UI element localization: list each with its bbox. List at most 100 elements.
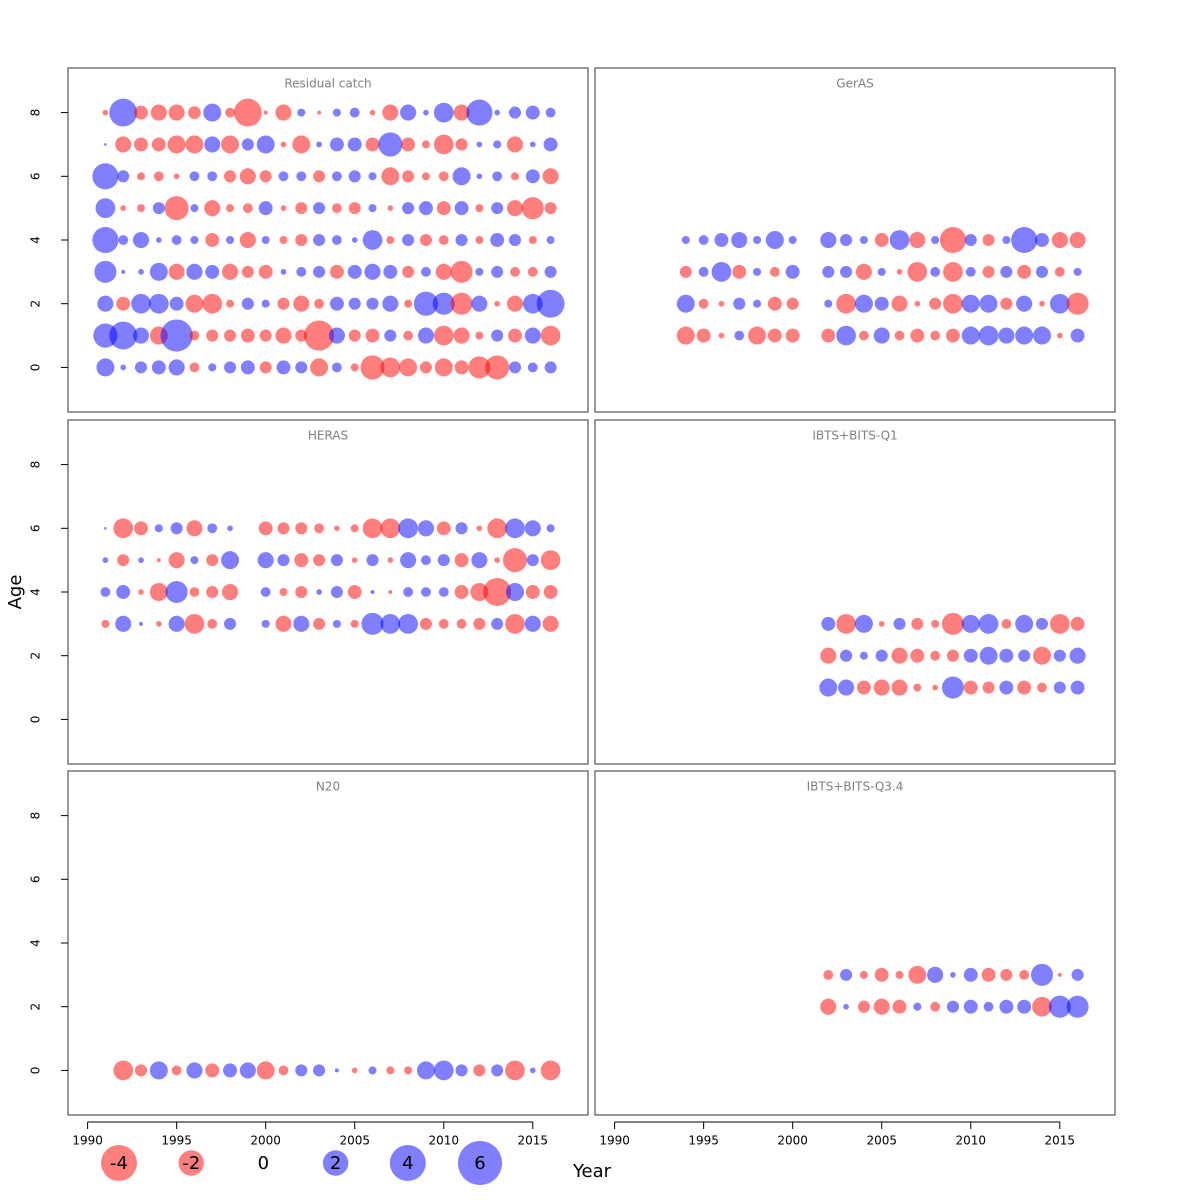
bubble: [94, 260, 117, 283]
bubble: [963, 680, 978, 695]
bubble: [529, 141, 536, 148]
bubble: [961, 326, 980, 345]
bubble: [421, 172, 430, 181]
bubble: [226, 204, 235, 213]
bubble: [857, 1000, 870, 1013]
bubble: [1073, 267, 1082, 276]
bubble: [510, 266, 520, 277]
bubble: [362, 518, 383, 539]
x-tick-label: 1995: [688, 1134, 719, 1148]
x-tick-label: 2010: [428, 1134, 459, 1148]
bubble: [383, 264, 398, 279]
bubble: [468, 356, 491, 379]
bubble: [1070, 328, 1085, 343]
bubble: [455, 1064, 468, 1077]
bubble: [293, 615, 310, 632]
bubble: [836, 613, 856, 634]
bubble: [160, 319, 193, 352]
bubble: [348, 202, 361, 215]
bubble: [350, 619, 359, 628]
bubble: [524, 615, 541, 632]
bubble: [895, 970, 904, 979]
bubble: [118, 235, 129, 245]
bubble: [168, 615, 185, 632]
bubble: [490, 233, 505, 247]
bubble: [875, 649, 888, 662]
bubble: [929, 297, 942, 310]
bubble: [859, 235, 868, 245]
bubble: [97, 295, 114, 312]
bubble: [524, 327, 541, 344]
bubble: [168, 552, 185, 569]
bubble: [491, 329, 504, 342]
bubble: [313, 617, 326, 630]
bubble: [475, 204, 484, 213]
bubble: [521, 197, 544, 220]
bubble: [874, 233, 889, 247]
bubble: [95, 198, 116, 219]
bubble: [822, 265, 835, 278]
x-tick-label: 1990: [599, 1134, 630, 1148]
bubble: [256, 1061, 275, 1080]
bubble: [753, 267, 762, 276]
bubble: [731, 231, 748, 249]
bubble: [202, 293, 223, 314]
bubble: [418, 201, 433, 216]
bubble: [1049, 613, 1070, 634]
bubble: [403, 587, 414, 597]
bubble: [257, 552, 274, 569]
bubble: [1000, 968, 1013, 981]
bubble: [470, 583, 489, 601]
bubble: [387, 205, 394, 211]
bubble: [1053, 649, 1066, 662]
bubble: [168, 359, 185, 376]
bubble: [894, 330, 905, 341]
bubble: [313, 265, 326, 278]
bubble: [1048, 995, 1071, 1018]
bubble: [931, 235, 940, 245]
bubble: [189, 587, 200, 597]
bubble: [334, 1068, 339, 1073]
bubble: [334, 525, 340, 532]
bubble: [455, 522, 468, 535]
bubble: [329, 296, 344, 311]
bubble: [189, 330, 200, 341]
bubble: [239, 1062, 256, 1079]
bubble: [453, 104, 470, 121]
bubble: [233, 98, 262, 127]
bubble: [423, 109, 429, 116]
x-tick-label: 2015: [518, 1134, 549, 1148]
bubble: [138, 557, 144, 563]
bubble: [432, 292, 455, 315]
bubble: [961, 614, 980, 633]
bubble: [931, 619, 940, 628]
bubble: [910, 648, 925, 663]
bubble: [1056, 332, 1063, 339]
x-tick-label: 2000: [250, 1134, 281, 1148]
bubble: [275, 327, 292, 344]
bubble: [978, 613, 999, 634]
bubble: [121, 269, 126, 274]
bubble: [206, 329, 219, 342]
bubble: [416, 1061, 435, 1080]
bubble: [452, 167, 471, 186]
bubble: [505, 1060, 525, 1081]
bubble: [909, 231, 926, 249]
bubble: [366, 554, 379, 567]
bubble: [943, 261, 963, 282]
legend-label: 6: [474, 1153, 485, 1174]
bubble: [502, 548, 528, 573]
bubble: [436, 201, 451, 216]
bubble: [239, 231, 256, 249]
bubble: [998, 327, 1015, 344]
bubble: [331, 203, 342, 214]
bubble: [156, 558, 161, 563]
bubble: [402, 170, 415, 183]
bubble: [368, 1066, 377, 1075]
bubble: [1035, 265, 1049, 278]
bubble: [204, 136, 221, 153]
bubble: [873, 327, 890, 344]
bubble: [873, 998, 890, 1015]
bubble: [138, 589, 144, 595]
bubble: [765, 231, 784, 249]
